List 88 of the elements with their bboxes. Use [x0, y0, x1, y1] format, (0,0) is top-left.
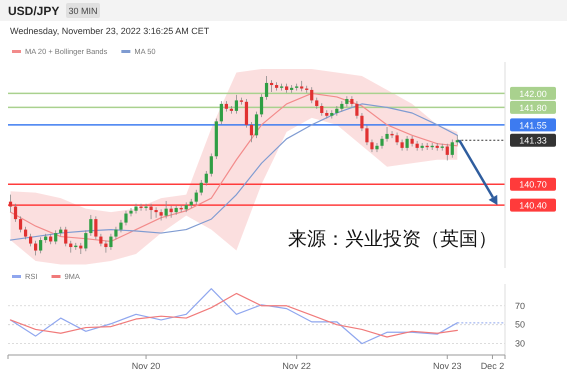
- candlestick: [360, 112, 364, 132]
- annotation: 来源：兴业投资（英国）: [288, 229, 497, 250]
- candlestick: [380, 136, 384, 149]
- candlestick: [240, 97, 244, 105]
- y-tick-label: 140.40: [519, 200, 547, 211]
- candlestick: [64, 226, 68, 247]
- candlestick: [174, 204, 178, 216]
- candlestick: [300, 80, 304, 92]
- candlestick: [114, 226, 118, 240]
- candlestick: [350, 96, 354, 108]
- chart-subtitle: 30 MIN: [68, 6, 98, 16]
- candlestick: [109, 233, 113, 250]
- y-tick-label: 140.70: [519, 180, 547, 190]
- candlestick: [250, 122, 254, 143]
- candlestick: [149, 203, 153, 220]
- candlestick: [69, 240, 72, 254]
- y-tick-label: 141.33: [519, 136, 547, 146]
- candlestick: [400, 139, 404, 152]
- candlestick: [28, 233, 32, 247]
- candlestick: [144, 203, 148, 212]
- candlestick: [18, 216, 22, 233]
- candlestick: [124, 210, 128, 226]
- candlestick: [390, 130, 394, 139]
- candlestick: [220, 100, 223, 125]
- candlestick: [194, 189, 198, 205]
- candlestick: [119, 219, 123, 233]
- x-tick-label: Nov 22: [282, 361, 311, 371]
- candlestick: [244, 98, 248, 128]
- candlestick: [34, 240, 38, 256]
- candlestick: [450, 139, 454, 158]
- candlestick: [254, 111, 258, 139]
- candlestick: [406, 136, 409, 152]
- text: Wednesday, November 23, 2022 3:16:25 AM CET: [10, 26, 210, 36]
- candlestick: [54, 230, 58, 245]
- x-tick-label: Nov 23: [433, 361, 462, 371]
- candlestick: [280, 83, 284, 92]
- candlestick: [416, 140, 419, 152]
- y-tick-label: 142.00: [519, 88, 547, 99]
- candlestick: [44, 233, 48, 244]
- candlestick: [224, 100, 228, 112]
- candlestick: [104, 240, 108, 254]
- candlestick: [204, 170, 208, 186]
- candlestick: [355, 100, 359, 119]
- candlestick: [446, 143, 449, 161]
- candlestick: [375, 142, 379, 152]
- y-tick-label: 70: [515, 300, 526, 311]
- candlestick: [14, 203, 18, 222]
- candlestick: [210, 153, 213, 177]
- chart-title: USD/JPY: [8, 4, 60, 18]
- candlestick: [89, 214, 92, 236]
- line-series: [10, 292, 458, 338]
- candlestick: [184, 202, 188, 213]
- candlestick: [170, 205, 173, 218]
- candlestick: [370, 139, 374, 152]
- y-tick-label: 141.55: [519, 120, 547, 130]
- candlestick: [345, 96, 348, 108]
- candlestick: [260, 94, 264, 118]
- candlestick: [340, 100, 344, 112]
- candlestick: [79, 242, 82, 254]
- candlestick: [315, 97, 318, 110]
- candlestick: [99, 233, 102, 247]
- candlestick: [395, 132, 399, 146]
- candlestick: [24, 226, 28, 240]
- y-tick-label: 30: [515, 338, 526, 349]
- candlestick: [59, 226, 62, 236]
- y-tick-label: 50: [515, 320, 526, 330]
- candlestick: [84, 230, 88, 252]
- candlestick: [190, 198, 193, 208]
- x-tick-label: Nov 20: [132, 361, 160, 371]
- candlestick: [139, 203, 143, 212]
- candlestick: [310, 86, 314, 104]
- candlestick: [94, 216, 98, 240]
- candlestick: [456, 134, 459, 146]
- x-tick-label: Dec 2: [480, 361, 504, 371]
- candlestick: [320, 102, 324, 116]
- candlestick: [49, 233, 52, 245]
- candlestick: [285, 83, 288, 94]
- candlestick: [39, 236, 42, 254]
- candlestick: [200, 180, 203, 196]
- candlestick: [365, 125, 369, 146]
- candlestick: [335, 106, 338, 116]
- candlestick: [385, 126, 389, 142]
- y-tick-label: 141.80: [519, 102, 547, 113]
- candlestick: [234, 94, 238, 114]
- candlestick: [8, 194, 12, 213]
- candlestick: [164, 200, 168, 219]
- candlestick: [160, 208, 163, 221]
- candlestick: [264, 76, 268, 100]
